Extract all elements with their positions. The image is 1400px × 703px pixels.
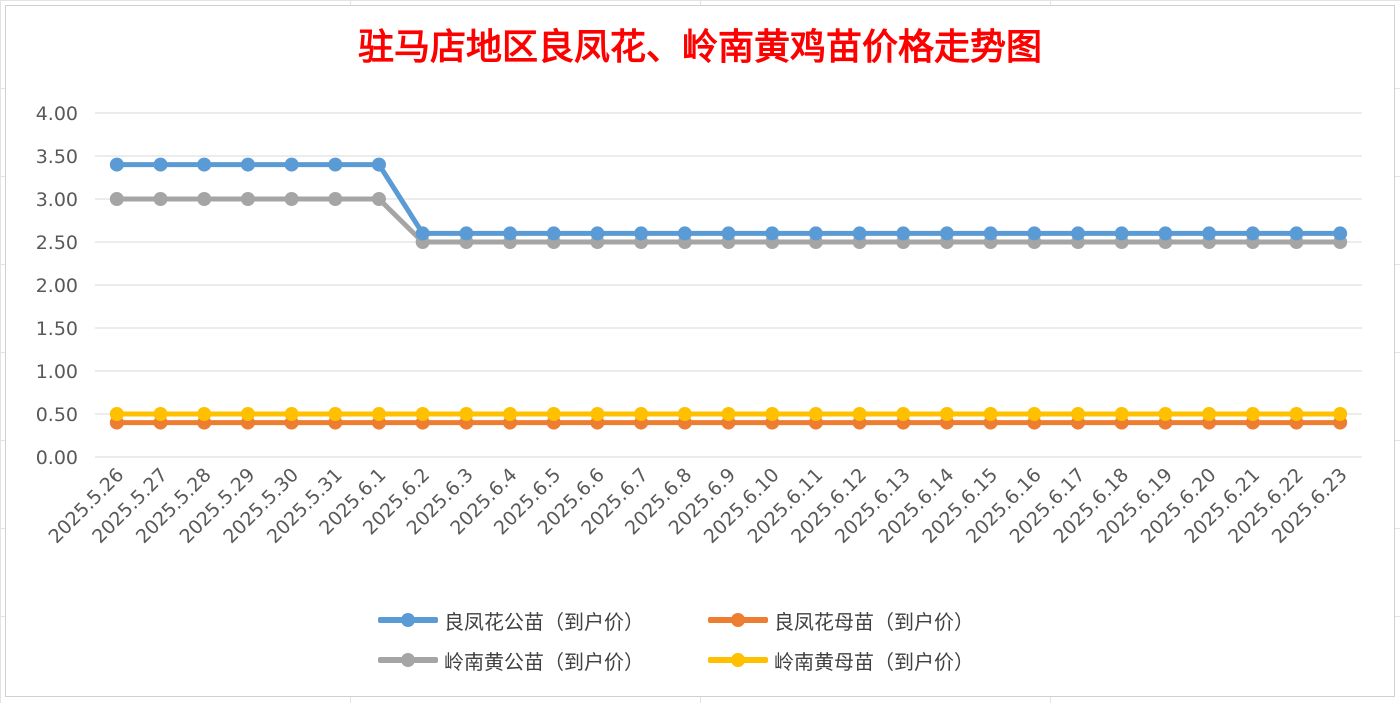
legend-row: 岭南黄公苗（到户价） 岭南黄母苗（到户价） — [378, 640, 1078, 680]
legend-marker-icon — [401, 613, 415, 627]
legend-marker-icon — [731, 653, 745, 667]
data-point — [328, 157, 343, 172]
data-point — [371, 157, 386, 172]
data-point — [1071, 407, 1086, 421]
legend-label: 岭南黄母苗（到户价） — [774, 649, 974, 674]
data-point — [546, 407, 561, 421]
chart-area[interactable] — [5, 5, 1395, 697]
data-point — [808, 226, 823, 241]
data-point — [808, 407, 823, 421]
data-point — [415, 407, 430, 421]
data-point — [240, 192, 255, 206]
data-point — [983, 407, 998, 421]
legend-item-lingnanhuang-female[interactable]: 岭南黄母苗（到户价） — [708, 646, 1038, 675]
data-point — [546, 226, 561, 241]
data-point — [240, 157, 255, 172]
legend-label: 岭南黄公苗（到户价） — [444, 649, 644, 674]
data-point — [1333, 407, 1348, 421]
y-tick-label: 2.00 — [36, 275, 78, 297]
data-point — [634, 226, 649, 241]
data-point — [1027, 407, 1042, 421]
data-point — [328, 192, 343, 206]
data-point — [939, 407, 954, 421]
legend-marker-icon — [731, 613, 745, 627]
chart-title: 驻马店地区良凤花、岭南黄鸡苗价格走势图 — [357, 26, 1042, 68]
legend-label: 良凤花母苗（到户价） — [774, 609, 974, 634]
data-point — [197, 192, 212, 206]
data-point — [1289, 407, 1304, 421]
y-tick-label: 2.50 — [36, 232, 78, 254]
data-point — [328, 407, 343, 421]
data-point — [153, 407, 168, 421]
data-point — [1333, 226, 1348, 241]
data-point — [371, 407, 386, 421]
data-point — [1158, 226, 1173, 241]
data-point — [153, 192, 168, 206]
data-point — [1245, 226, 1260, 241]
data-point — [721, 407, 736, 421]
legend-label: 良凤花公苗（到户价） — [444, 609, 644, 634]
data-point — [852, 407, 867, 421]
data-point — [1202, 407, 1217, 421]
y-tick-label: 0.50 — [36, 404, 78, 426]
legend-item-liangfenghua-male[interactable]: 良凤花公苗（到户价） — [378, 606, 708, 635]
data-point — [1114, 226, 1129, 241]
data-point — [197, 407, 212, 421]
data-point — [983, 226, 998, 241]
data-point — [197, 157, 212, 172]
data-point — [677, 226, 692, 241]
legend-swatch-icon — [378, 609, 438, 631]
data-point — [1245, 407, 1260, 421]
data-point — [371, 192, 386, 206]
data-point — [284, 407, 299, 421]
y-tick-label: 4.00 — [36, 103, 78, 125]
legend-item-lingnanhuang-male[interactable]: 岭南黄公苗（到户价） — [378, 646, 708, 675]
data-point — [896, 226, 911, 241]
data-point — [109, 192, 124, 206]
data-point — [1114, 407, 1129, 421]
data-point — [590, 407, 605, 421]
legend-row: 良凤花公苗（到户价） 良凤花母苗（到户价） — [378, 600, 1078, 640]
data-point — [109, 407, 124, 421]
data-point — [503, 226, 518, 241]
legend-swatch-icon — [708, 649, 768, 671]
legend-swatch-icon — [378, 649, 438, 671]
data-point — [852, 226, 867, 241]
data-point — [634, 407, 649, 421]
y-tick-label: 0.00 — [36, 447, 78, 469]
data-point — [1289, 226, 1304, 241]
data-point — [153, 157, 168, 172]
data-point — [284, 157, 299, 172]
data-point — [1202, 226, 1217, 241]
legend-item-liangfenghua-female[interactable]: 良凤花母苗（到户价） — [708, 606, 1038, 635]
data-point — [1071, 226, 1086, 241]
data-point — [284, 192, 299, 206]
data-point — [1027, 226, 1042, 241]
data-point — [590, 226, 605, 241]
data-point — [1158, 407, 1173, 421]
data-point — [415, 226, 430, 241]
data-point — [459, 407, 474, 421]
data-point — [503, 407, 518, 421]
y-tick-label: 1.00 — [36, 361, 78, 383]
data-point — [459, 226, 474, 241]
data-point — [765, 226, 780, 241]
legend-swatch-icon — [708, 609, 768, 631]
y-tick-label: 1.50 — [36, 318, 78, 340]
data-point — [765, 407, 780, 421]
data-point — [109, 157, 124, 172]
y-tick-label: 3.50 — [36, 146, 78, 168]
data-point — [240, 407, 255, 421]
data-point — [939, 226, 954, 241]
chart-legend[interactable]: 良凤花公苗（到户价） 良凤花母苗（到户价） 岭南黄公苗（到户价） 岭南黄母苗（到… — [378, 600, 1078, 680]
data-point — [721, 226, 736, 241]
data-point — [896, 407, 911, 421]
y-tick-label: 3.00 — [36, 189, 78, 211]
data-point — [677, 407, 692, 421]
legend-marker-icon — [401, 653, 415, 667]
